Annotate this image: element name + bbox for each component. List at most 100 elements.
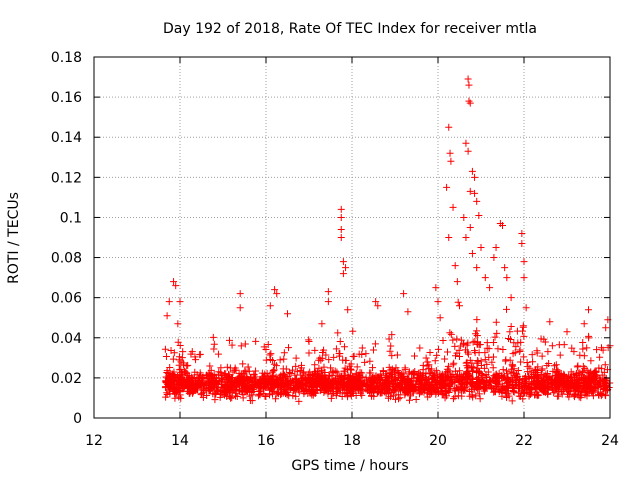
data-point	[464, 75, 472, 83]
data-point	[593, 346, 601, 354]
data-point	[178, 354, 186, 362]
data-point	[446, 329, 454, 337]
data-point	[552, 381, 560, 389]
data-point	[337, 225, 345, 233]
data-point	[517, 382, 525, 390]
data-point	[579, 345, 587, 353]
data-point	[449, 371, 457, 379]
data-point	[492, 244, 500, 252]
data-point	[481, 385, 489, 393]
data-point	[183, 362, 191, 370]
data-point	[480, 364, 488, 372]
data-point	[334, 329, 342, 337]
data-point	[546, 318, 554, 326]
data-point	[172, 282, 180, 290]
data-point	[412, 395, 420, 403]
data-point	[170, 370, 178, 378]
data-point	[520, 389, 528, 397]
data-point	[434, 298, 442, 306]
data-point	[236, 290, 244, 298]
data-point	[434, 380, 442, 388]
data-point	[295, 397, 303, 405]
data-point	[373, 383, 381, 391]
data-point	[239, 394, 247, 402]
data-point	[266, 391, 274, 399]
data-point	[594, 391, 602, 399]
y-tick-label: 0.08	[51, 251, 82, 267]
data-point	[163, 389, 171, 397]
y-tick-label: 0.06	[51, 291, 82, 307]
data-point	[503, 305, 511, 313]
data-point	[457, 342, 465, 350]
data-point	[196, 351, 204, 359]
data-point	[528, 351, 536, 359]
data-point	[558, 382, 566, 390]
data-point	[176, 372, 184, 380]
data-point	[233, 393, 241, 401]
data-point	[488, 358, 496, 366]
data-point	[383, 376, 391, 384]
data-point	[508, 397, 516, 405]
data-point	[305, 349, 313, 357]
data-point	[266, 302, 274, 310]
data-point	[344, 374, 352, 382]
data-point	[439, 376, 447, 384]
data-point	[195, 375, 203, 383]
data-point	[455, 346, 463, 354]
data-point	[572, 371, 580, 379]
data-point	[277, 379, 285, 387]
data-point	[466, 356, 474, 364]
data-point	[517, 358, 525, 366]
data-point	[341, 364, 349, 372]
data-point	[426, 349, 434, 357]
data-point	[377, 379, 385, 387]
data-point	[486, 284, 494, 292]
data-points	[161, 75, 614, 405]
data-point	[320, 387, 328, 395]
data-point	[324, 390, 332, 398]
data-point	[226, 383, 234, 391]
data-point	[411, 368, 419, 376]
data-point	[579, 362, 587, 370]
data-point	[329, 369, 337, 377]
y-tick-label: 0.18	[51, 50, 82, 66]
data-point	[162, 352, 170, 360]
data-point	[499, 346, 507, 354]
data-point	[460, 386, 468, 394]
data-point	[382, 372, 390, 380]
data-point	[476, 382, 484, 390]
data-point	[578, 386, 586, 394]
data-point	[452, 352, 460, 360]
data-point	[477, 369, 485, 377]
data-point	[481, 349, 489, 357]
data-point	[348, 388, 356, 396]
data-point	[387, 342, 395, 350]
data-point	[568, 344, 576, 352]
data-point	[206, 384, 214, 392]
data-point	[344, 390, 352, 397]
data-point	[599, 346, 607, 354]
data-point	[451, 262, 459, 270]
data-point	[548, 376, 556, 384]
data-point	[582, 389, 590, 397]
data-point	[564, 387, 572, 395]
data-point	[363, 382, 371, 390]
data-point	[507, 365, 515, 373]
data-point	[284, 377, 292, 385]
data-point	[538, 366, 546, 374]
data-point	[468, 167, 476, 175]
data-point	[255, 390, 263, 398]
data-point	[548, 342, 556, 350]
data-point	[602, 324, 610, 332]
y-tick-label: 0.12	[51, 170, 82, 186]
data-point	[525, 373, 533, 381]
data-point	[256, 387, 264, 395]
data-point	[190, 384, 198, 392]
data-point	[557, 372, 565, 380]
data-point	[523, 359, 531, 367]
data-point	[262, 346, 270, 354]
data-point	[163, 312, 171, 320]
data-point	[388, 331, 396, 339]
data-point	[339, 270, 347, 278]
data-point	[176, 341, 184, 349]
